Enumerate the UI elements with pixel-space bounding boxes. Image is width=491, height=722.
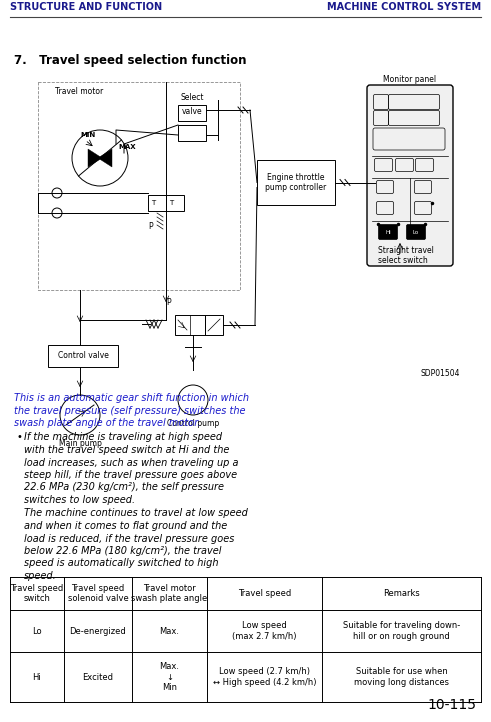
Text: Travel speed
solenoid valve: Travel speed solenoid valve	[68, 584, 128, 603]
Text: Straight travel
select switch: Straight travel select switch	[378, 246, 434, 266]
Text: Hi: Hi	[385, 230, 391, 235]
Text: Travel motor
swash plate angle: Travel motor swash plate angle	[132, 584, 208, 603]
Text: SDP01504: SDP01504	[420, 369, 460, 378]
Text: load increases, such as when traveling up a: load increases, such as when traveling u…	[24, 458, 239, 468]
Text: Remarks: Remarks	[383, 589, 420, 598]
Bar	[257, 160, 335, 205]
Text: switches to low speed.: switches to low speed.	[24, 495, 135, 505]
Text: Engine throttle
pump controller: Engine throttle pump controller	[265, 173, 327, 192]
Text: 22.6 MPa (230 kg/cm²), the self pressure: 22.6 MPa (230 kg/cm²), the self pressure	[24, 482, 224, 492]
Text: If the machine is traveling at high speed: If the machine is traveling at high spee…	[24, 432, 222, 443]
Text: Max.
↓
Min: Max. ↓ Min	[160, 662, 180, 692]
Text: speed.: speed.	[24, 571, 57, 581]
Text: MACHINE CONTROL SYSTEM: MACHINE CONTROL SYSTEM	[327, 2, 481, 12]
Text: Control pump: Control pump	[167, 419, 219, 428]
Text: Excited: Excited	[82, 672, 113, 682]
Text: swash plate angle of the travel motor.: swash plate angle of the travel motor.	[14, 418, 200, 428]
Text: 10-115: 10-115	[427, 698, 476, 712]
Text: Control valve: Control valve	[57, 352, 109, 360]
Text: This is an automatic gear shift function in which: This is an automatic gear shift function…	[14, 393, 249, 403]
Bar	[38, 82, 240, 290]
Text: P: P	[148, 222, 153, 231]
Text: MIN: MIN	[80, 132, 95, 138]
Text: De-energized: De-energized	[70, 627, 126, 635]
Text: Low speed (2.7 km/h)
↔ High speed (4.2 km/h): Low speed (2.7 km/h) ↔ High speed (4.2 k…	[213, 667, 316, 687]
Text: steep hill, if the travel pressure goes above: steep hill, if the travel pressure goes …	[24, 470, 237, 480]
Text: the travel pressure (self pressure) switches the: the travel pressure (self pressure) swit…	[14, 406, 246, 415]
Text: The machine continues to travel at low speed: The machine continues to travel at low s…	[24, 508, 248, 518]
Text: load is reduced, if the travel pressure goes: load is reduced, if the travel pressure …	[24, 534, 234, 544]
Bar	[166, 195, 184, 211]
Text: Main pump: Main pump	[58, 439, 102, 448]
Text: Lo: Lo	[32, 627, 42, 635]
Text: Travel motor: Travel motor	[55, 87, 103, 96]
FancyBboxPatch shape	[379, 225, 398, 240]
Text: P: P	[166, 298, 171, 307]
Text: Travel speed: Travel speed	[238, 589, 291, 598]
Text: MAX: MAX	[118, 144, 136, 150]
Text: Max.: Max.	[160, 627, 180, 635]
Bar	[178, 105, 206, 121]
Text: Select: Select	[180, 93, 204, 102]
Bar	[178, 125, 206, 141]
Text: Suitable for use when
moving long distances: Suitable for use when moving long distan…	[354, 667, 449, 687]
Text: •: •	[16, 432, 22, 443]
Bar	[48, 345, 118, 367]
Bar	[175, 315, 205, 335]
Text: T: T	[151, 200, 155, 206]
Text: below 22.6 MPa (180 kg/cm²), the travel: below 22.6 MPa (180 kg/cm²), the travel	[24, 546, 221, 556]
FancyBboxPatch shape	[367, 85, 453, 266]
Text: T: T	[169, 200, 173, 206]
Text: STRUCTURE AND FUNCTION: STRUCTURE AND FUNCTION	[10, 2, 162, 12]
FancyBboxPatch shape	[407, 225, 426, 240]
Text: 7.   Travel speed selection function: 7. Travel speed selection function	[14, 54, 246, 67]
Text: speed is automatically switched to high: speed is automatically switched to high	[24, 559, 218, 568]
Text: valve: valve	[182, 107, 202, 116]
Polygon shape	[98, 149, 112, 167]
Text: Monitor panel: Monitor panel	[383, 75, 436, 84]
Text: and when it comes to flat ground and the: and when it comes to flat ground and the	[24, 521, 227, 531]
Text: Hi: Hi	[32, 672, 41, 682]
Bar	[148, 195, 166, 211]
Bar	[205, 315, 223, 335]
Text: Suitable for traveling down-
hill or on rough ground: Suitable for traveling down- hill or on …	[343, 622, 460, 640]
Text: Low speed
(max 2.7 km/h): Low speed (max 2.7 km/h)	[232, 622, 297, 640]
Text: Lo: Lo	[413, 230, 419, 235]
Polygon shape	[88, 149, 102, 167]
Text: with the travel speed switch at Hi and the: with the travel speed switch at Hi and t…	[24, 445, 229, 455]
Text: Travel speed
switch: Travel speed switch	[10, 584, 64, 603]
